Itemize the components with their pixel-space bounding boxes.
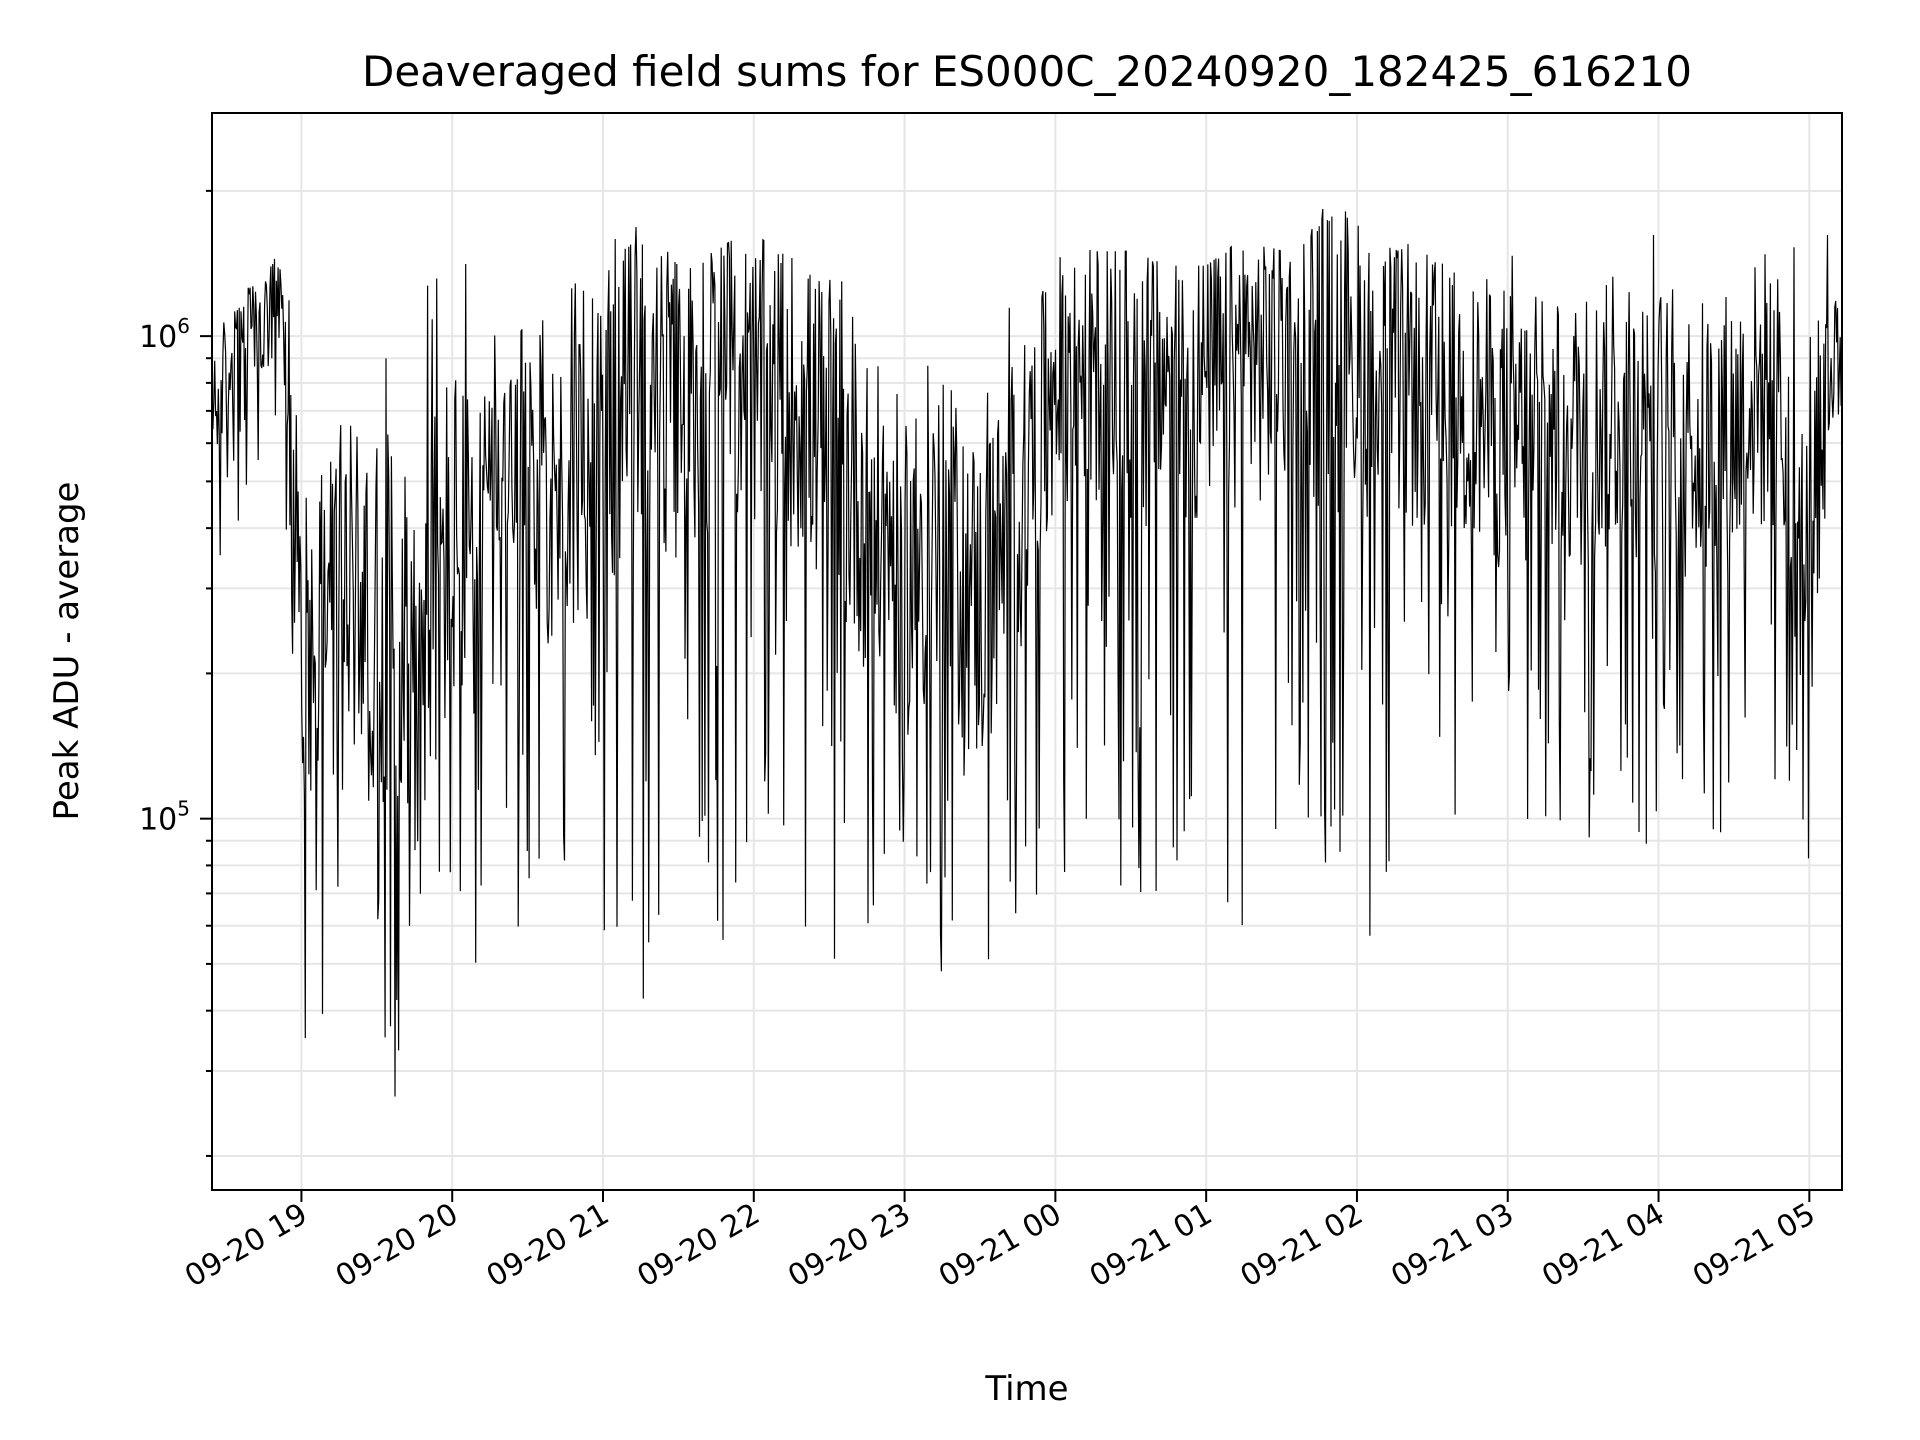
y-axis-label: Peak ADU - average — [47, 482, 87, 821]
series-line — [211, 208, 1843, 1097]
series-path — [211, 208, 1843, 1097]
chart-title: Deaveraged field sums for ES000C_2024092… — [362, 47, 1692, 96]
y-tick-label: 106 — [139, 314, 190, 355]
x-axis-label: Time — [984, 1369, 1068, 1409]
y-axis: 105 106 — [139, 189, 212, 1157]
plot-frame — [211, 112, 1843, 1191]
y-tick-label: 105 — [139, 797, 190, 838]
grid — [212, 113, 1842, 1190]
